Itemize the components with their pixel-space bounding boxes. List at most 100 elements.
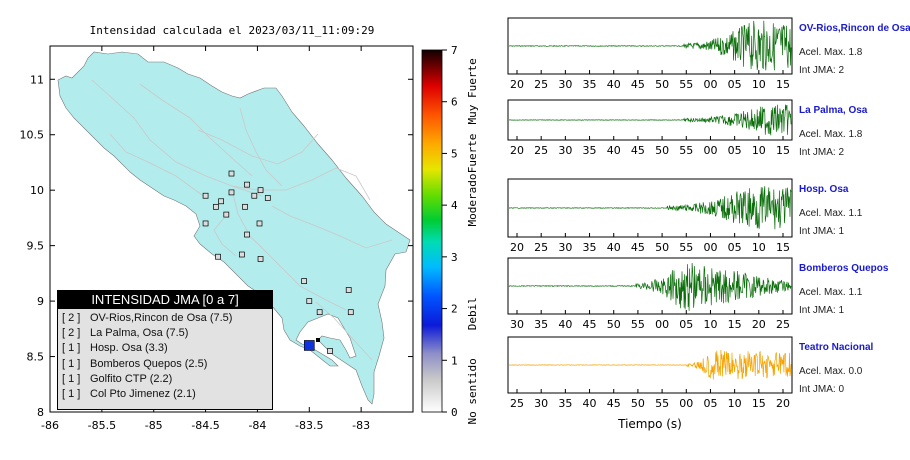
colorbar-tick-label: 1 [451, 354, 458, 367]
peak-acceleration: Acel. Max. 0.0 [799, 366, 863, 377]
seismogram-panel: 20 25 30 35 40 45 50 55 00 05 10 15 [507, 99, 793, 157]
waveform-line [508, 262, 792, 311]
station-marker [244, 231, 250, 238]
map-y-tick-label: 11 [30, 73, 44, 86]
trace-tick-label: 45 [631, 144, 645, 157]
trace-tick-label: 40 [607, 78, 621, 91]
trace-tick-label: 00 [703, 144, 717, 157]
trace-tick-label: 05 [679, 318, 693, 331]
trace-tick-label: 00 [655, 318, 669, 331]
peak-acceleration: Acel. Max. 1.8 [799, 47, 863, 58]
costa-rica-land [57, 51, 411, 405]
trace-tick-label: 55 [631, 318, 645, 331]
seismogram-panel: 25 30 35 40 45 50 55 00 05 10 15 20 [507, 336, 793, 410]
trace-values: Acel. Max. 1.1 Int JMA: 1 [799, 284, 888, 320]
colorbar-category: No sentido [466, 358, 479, 424]
trace-tick-label: 20 [510, 144, 524, 157]
trace-tick-label: 50 [655, 144, 669, 157]
trace-tick-label: 30 [558, 241, 572, 254]
map-x-tick-label: -85 [145, 419, 163, 432]
trace-tick-label: 50 [655, 78, 669, 91]
station-marker [242, 203, 248, 210]
map-x-tick-label: -83.5 [295, 419, 323, 432]
trace-tick-label: 40 [583, 397, 597, 410]
legend-entry: [ 1 ] Golfito CTP (2.2) [62, 372, 173, 385]
trace-tick-label: 25 [776, 318, 790, 331]
trace-tick-label: 25 [534, 144, 548, 157]
station-marker [215, 253, 221, 260]
trace-tick-label: 20 [510, 78, 524, 91]
trace-tick-label: 10 [728, 397, 742, 410]
trace-station-name: OV-Rios,Rincon de Osa [799, 23, 910, 34]
trace-tick-label: 40 [607, 144, 621, 157]
map-y-axis: 11 10.5 10 9.5 9 8.5 8 [20, 73, 413, 419]
colorbar-category: Moderado [466, 173, 479, 226]
map-y-tick-label: 10 [30, 184, 44, 197]
trace-tick-label: 55 [679, 241, 693, 254]
station-marker [239, 251, 245, 258]
waveform-line [509, 186, 792, 230]
waveform-line [508, 104, 792, 136]
station-marker [347, 309, 354, 316]
station-marker [306, 298, 313, 304]
trace-station-name: Hosp. Osa [799, 184, 849, 195]
colorbar-tick-label: 5 [451, 147, 458, 160]
trace-tick-label: 25 [534, 78, 548, 91]
epicenter-station-marker [316, 338, 320, 342]
waveform-line [509, 20, 792, 71]
map-y-tick-label: 8 [37, 406, 44, 419]
station-marker [257, 187, 264, 194]
legend-entry: [ 1 ] Hosp. Osa (3.3) [62, 342, 168, 355]
trace-tick-label: 10 [752, 144, 766, 157]
map-x-axis: -86 -85.5 -85 -84.5 -84 -83.5 -83 [41, 46, 370, 432]
trace-tick-label: 40 [558, 318, 572, 331]
map-y-tick-label: 8.5 [27, 351, 45, 364]
station-marker [202, 220, 209, 227]
trace-tick-label: 35 [558, 397, 572, 410]
trace-tick-label: 25 [510, 397, 524, 410]
map-y-tick-label: 9 [37, 295, 44, 308]
colorbar-category: Muy Fuerte [466, 58, 479, 124]
trace-tick-label: 35 [534, 318, 548, 331]
jma-intensity: Int JMA: 2 [799, 147, 845, 158]
waveform-line [509, 349, 792, 380]
trace-frame [507, 336, 793, 394]
trace-values: Acel. Max. 1.8 Int JMA: 2 [799, 126, 867, 162]
trace-tick-label: 05 [728, 241, 742, 254]
trace-tick-label: 00 [703, 78, 717, 91]
peak-acceleration: Acel. Max. 1.8 [799, 129, 863, 140]
trace-tick-label: 15 [776, 144, 790, 157]
station-markers [202, 170, 354, 354]
trace-frame [507, 178, 793, 238]
map-x-tick-label: -84 [248, 419, 266, 432]
intensity-colorbar [421, 49, 443, 413]
trace-station-name: Bomberos Quepos [799, 263, 889, 274]
seismogram-panel: 30 35 40 45 50 55 00 05 10 15 20 25 [507, 257, 793, 331]
trace-frame [507, 257, 793, 315]
colorbar-tick-label: 4 [451, 199, 458, 212]
map-y-tick-label: 10.5 [20, 129, 45, 142]
colorbar-category: Fuerte [466, 134, 479, 174]
peak-acceleration: Acel. Max. 1.1 [799, 287, 863, 298]
colorbar-tick-label: 7 [451, 44, 458, 57]
legend-entry: [ 1 ] Col Pto Jimenez (2.1) [62, 388, 196, 401]
epicenter-marker [303, 340, 315, 351]
trace-tick-label: 05 [728, 144, 742, 157]
trace-tick-label: 30 [558, 78, 572, 91]
colorbar-tick-label: 3 [451, 251, 458, 264]
jma-intensity: Int JMA: 1 [799, 226, 845, 237]
jma-intensity: Int JMA: 0 [799, 384, 845, 395]
map-x-tick-label: -84.5 [191, 419, 219, 432]
station-marker [345, 287, 352, 293]
trace-tick-label: 45 [631, 241, 645, 254]
colorbar-tick-label: 2 [451, 303, 458, 316]
trace-tick-label: 50 [607, 318, 621, 331]
station-marker [228, 170, 235, 177]
trace-tick-label: 25 [534, 241, 548, 254]
map-y-tick-label: 9.5 [27, 240, 45, 253]
trace-tick-label: 40 [607, 241, 621, 254]
seismogram-panel: 20 25 30 35 40 45 50 55 00 05 10 15 [507, 178, 793, 254]
trace-info: Teatro Nacional Acel. Max. 0.0 Int JMA: 0 [799, 342, 873, 399]
station-marker [213, 203, 219, 210]
